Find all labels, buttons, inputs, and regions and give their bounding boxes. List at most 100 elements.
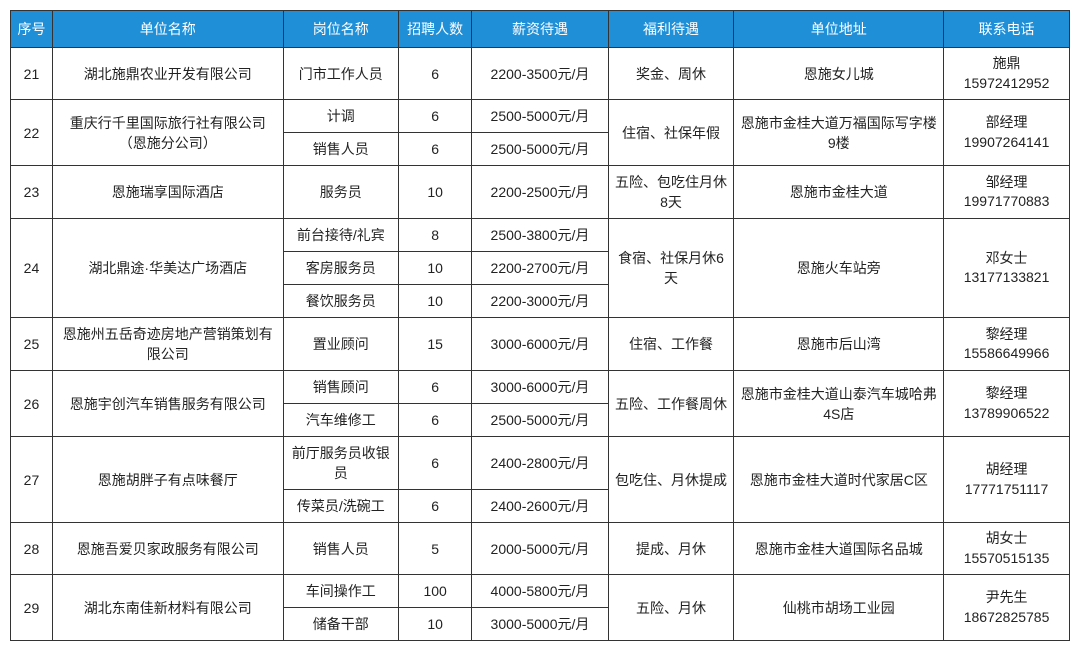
cell-benefit: 五险、包吃住月休8天 <box>608 166 734 219</box>
cell-salary: 2400-2600元/月 <box>472 490 608 523</box>
contact-phone: 13177133821 <box>948 268 1065 288</box>
cell-position: 餐饮服务员 <box>283 285 398 318</box>
cell-address: 恩施女儿城 <box>734 48 944 100</box>
cell-address: 恩施市金桂大道国际名品城 <box>734 523 944 575</box>
table-row: 22重庆行千里国际旅行社有限公司（恩施分公司）计调62500-5000元/月住宿… <box>11 100 1070 133</box>
cell-count: 6 <box>398 371 471 404</box>
cell-contact: 邹经理19971770883 <box>944 166 1070 219</box>
table-row: 25恩施州五岳奇迹房地产营销策划有限公司置业顾问153000-6000元/月住宿… <box>11 318 1070 371</box>
cell-benefit: 奖金、周休 <box>608 48 734 100</box>
contact-phone: 19907264141 <box>948 133 1065 153</box>
cell-seq: 26 <box>11 371 53 437</box>
cell-position: 计调 <box>283 100 398 133</box>
cell-count: 6 <box>398 100 471 133</box>
cell-contact: 黎经理15586649966 <box>944 318 1070 371</box>
contact-name: 黎经理 <box>948 325 1065 345</box>
cell-benefit: 提成、月休 <box>608 523 734 575</box>
cell-address: 恩施市金桂大道山泰汽车城哈弗4S店 <box>734 371 944 437</box>
cell-salary: 2500-5000元/月 <box>472 100 608 133</box>
cell-benefit: 食宿、社保月休6天 <box>608 219 734 318</box>
cell-count: 6 <box>398 437 471 490</box>
contact-phone: 15586649966 <box>948 344 1065 364</box>
cell-company: 恩施州五岳奇迹房地产营销策划有限公司 <box>52 318 283 371</box>
cell-company: 恩施瑞享国际酒店 <box>52 166 283 219</box>
header-count: 招聘人数 <box>398 11 471 48</box>
cell-position: 门市工作人员 <box>283 48 398 100</box>
header-contact: 联系电话 <box>944 11 1070 48</box>
table-row: 23恩施瑞享国际酒店服务员102200-2500元/月五险、包吃住月休8天恩施市… <box>11 166 1070 219</box>
contact-phone: 17771751117 <box>948 480 1065 500</box>
cell-position: 销售顾问 <box>283 371 398 404</box>
cell-salary: 4000-5800元/月 <box>472 575 608 608</box>
contact-name: 黎经理 <box>948 384 1065 404</box>
cell-seq: 21 <box>11 48 53 100</box>
contact-name: 邹经理 <box>948 173 1065 193</box>
cell-address: 恩施火车站旁 <box>734 219 944 318</box>
table-body: 21湖北施鼎农业开发有限公司门市工作人员62200-3500元/月奖金、周休恩施… <box>11 48 1070 641</box>
recruitment-table: 序号 单位名称 岗位名称 招聘人数 薪资待遇 福利待遇 单位地址 联系电话 21… <box>10 10 1070 641</box>
cell-count: 8 <box>398 219 471 252</box>
cell-count: 100 <box>398 575 471 608</box>
cell-position: 客房服务员 <box>283 252 398 285</box>
cell-position: 储备干部 <box>283 608 398 641</box>
table-row: 29湖北东南佳新材料有限公司车间操作工1004000-5800元/月五险、月休仙… <box>11 575 1070 608</box>
header-benefit: 福利待遇 <box>608 11 734 48</box>
contact-phone: 15972412952 <box>948 74 1065 94</box>
cell-address: 恩施市后山湾 <box>734 318 944 371</box>
cell-salary: 2500-3800元/月 <box>472 219 608 252</box>
cell-count: 6 <box>398 133 471 166</box>
cell-salary: 3000-6000元/月 <box>472 371 608 404</box>
cell-position: 传菜员/洗碗工 <box>283 490 398 523</box>
contact-name: 尹先生 <box>948 588 1065 608</box>
cell-contact: 尹先生18672825785 <box>944 575 1070 641</box>
cell-seq: 25 <box>11 318 53 371</box>
contact-name: 施鼎 <box>948 54 1065 74</box>
contact-phone: 13789906522 <box>948 404 1065 424</box>
cell-contact: 胡女士15570515135 <box>944 523 1070 575</box>
contact-phone: 15570515135 <box>948 549 1065 569</box>
table-row: 28恩施吾爱贝家政服务有限公司销售人员52000-5000元/月提成、月休恩施市… <box>11 523 1070 575</box>
cell-salary: 2200-3500元/月 <box>472 48 608 100</box>
contact-name: 部经理 <box>948 113 1065 133</box>
header-position: 岗位名称 <box>283 11 398 48</box>
cell-count: 6 <box>398 490 471 523</box>
cell-company: 恩施宇创汽车销售服务有限公司 <box>52 371 283 437</box>
cell-company: 恩施胡胖子有点味餐厅 <box>52 437 283 523</box>
header-salary: 薪资待遇 <box>472 11 608 48</box>
contact-name: 邓女士 <box>948 249 1065 269</box>
cell-position: 前厅服务员收银员 <box>283 437 398 490</box>
cell-contact: 胡经理17771751117 <box>944 437 1070 523</box>
cell-count: 10 <box>398 608 471 641</box>
cell-seq: 24 <box>11 219 53 318</box>
cell-contact: 黎经理13789906522 <box>944 371 1070 437</box>
cell-position: 销售人员 <box>283 133 398 166</box>
cell-company: 恩施吾爱贝家政服务有限公司 <box>52 523 283 575</box>
cell-salary: 2500-5000元/月 <box>472 404 608 437</box>
cell-position: 服务员 <box>283 166 398 219</box>
cell-salary: 2400-2800元/月 <box>472 437 608 490</box>
cell-count: 6 <box>398 48 471 100</box>
cell-count: 5 <box>398 523 471 575</box>
cell-benefit: 五险、月休 <box>608 575 734 641</box>
cell-address: 恩施市金桂大道时代家居C区 <box>734 437 944 523</box>
cell-count: 6 <box>398 404 471 437</box>
cell-seq: 22 <box>11 100 53 166</box>
cell-benefit: 包吃住、月休提成 <box>608 437 734 523</box>
cell-address: 恩施市金桂大道 <box>734 166 944 219</box>
cell-seq: 28 <box>11 523 53 575</box>
cell-contact: 施鼎15972412952 <box>944 48 1070 100</box>
cell-company: 湖北施鼎农业开发有限公司 <box>52 48 283 100</box>
cell-position: 销售人员 <box>283 523 398 575</box>
cell-benefit: 住宿、工作餐 <box>608 318 734 371</box>
cell-salary: 2500-5000元/月 <box>472 133 608 166</box>
cell-address: 仙桃市胡场工业园 <box>734 575 944 641</box>
contact-name: 胡经理 <box>948 460 1065 480</box>
cell-salary: 3000-6000元/月 <box>472 318 608 371</box>
cell-position: 汽车维修工 <box>283 404 398 437</box>
cell-count: 10 <box>398 252 471 285</box>
table-row: 26恩施宇创汽车销售服务有限公司销售顾问63000-6000元/月五险、工作餐周… <box>11 371 1070 404</box>
cell-company: 重庆行千里国际旅行社有限公司（恩施分公司） <box>52 100 283 166</box>
cell-count: 10 <box>398 166 471 219</box>
cell-position: 置业顾问 <box>283 318 398 371</box>
cell-salary: 2200-2700元/月 <box>472 252 608 285</box>
